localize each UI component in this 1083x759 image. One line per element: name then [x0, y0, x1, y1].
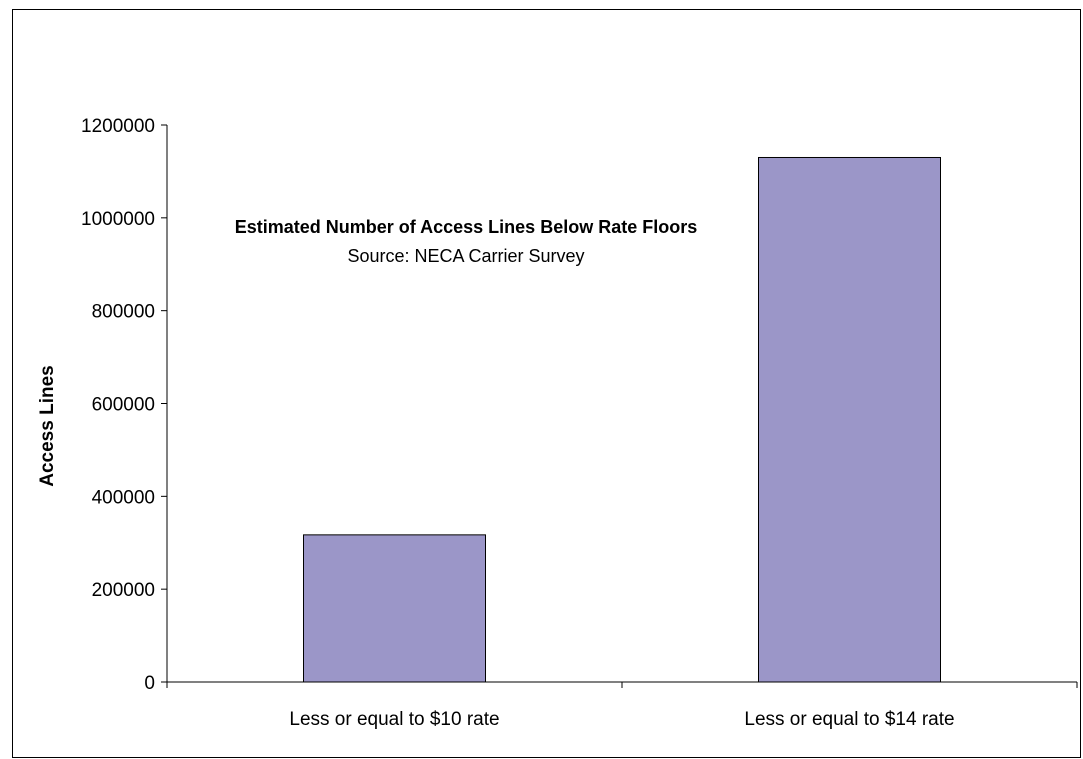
y-tick-label: 400000: [92, 487, 155, 508]
bar-chart: 020000040000060000080000010000001200000 …: [37, 116, 1078, 730]
bar: [303, 534, 486, 683]
y-tick-label: 1000000: [81, 209, 155, 230]
y-tick-label: 0: [144, 673, 155, 694]
x-category-label: Less or equal to $10 rate: [289, 709, 499, 730]
y-ticks-layer: 0 200000 400000 600000 800000 1000000 1200000: [81, 116, 167, 694]
y-tick-label: 200000: [92, 580, 155, 601]
y-tick-label: 1200000: [81, 116, 155, 137]
bars-layer: [303, 156, 941, 683]
bar: [758, 156, 941, 683]
y-tick-label: 600000: [92, 395, 155, 416]
y-axis-title: Access Lines: [37, 365, 58, 486]
x-ticks-layer: Less or equal to $10 rate Less or equal t…: [166, 682, 1078, 730]
y-tick-label: 800000: [92, 302, 155, 323]
x-category-label: Less or equal to $14 rate: [744, 709, 954, 730]
chart-subtitle: Source: NECA Carrier Survey: [347, 246, 584, 266]
chart-title: Estimated Number of Access Lines Below R…: [235, 217, 697, 237]
chart-frame: 0 200000 400000 600000 800000 1000000 1200000 …: [12, 9, 1081, 758]
